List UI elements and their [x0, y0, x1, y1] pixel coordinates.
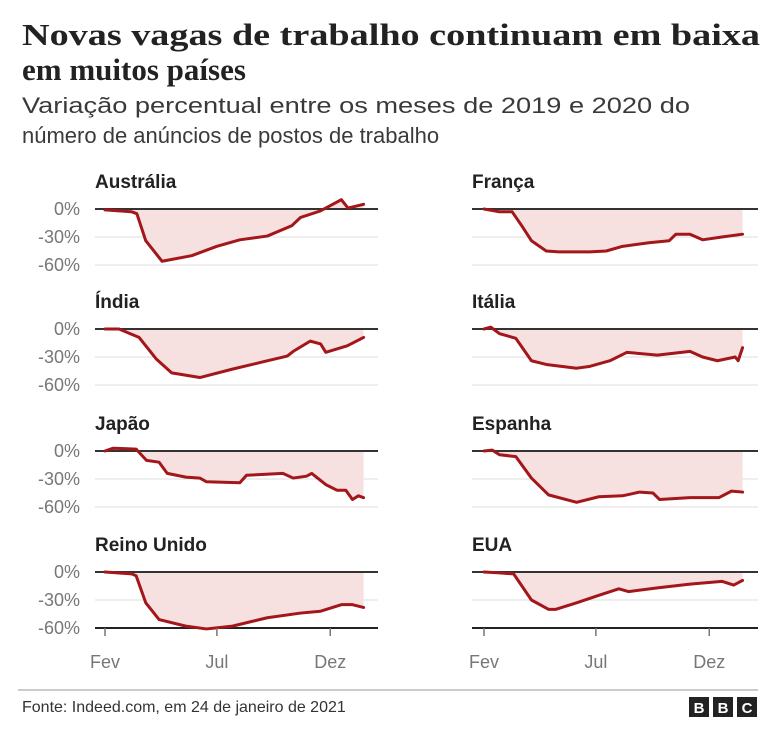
panel-austrália: Austrália 0% -30% -60% [38, 172, 378, 275]
area-fill [105, 572, 364, 629]
series-line [103, 446, 366, 502]
panel-índia: Índia 0% -30% -60% [38, 291, 378, 395]
svg-text:B: B [718, 700, 729, 717]
y-tick-label: 0% [54, 562, 80, 582]
y-tick-label: -30% [38, 227, 80, 247]
svg-text:C: C [742, 700, 753, 717]
x-tick-label: Fev [90, 652, 120, 672]
panel-title: EUA [472, 535, 512, 556]
panel-itália: Itália [472, 292, 758, 386]
series-line [103, 198, 366, 263]
panel-espanha: Espanha [472, 414, 758, 508]
panel-title: Japão [95, 414, 150, 435]
series-line [482, 448, 745, 504]
y-tick-label: 0% [54, 319, 80, 339]
panel-title: Índia [95, 291, 140, 313]
y-tick-label: -30% [38, 469, 80, 489]
area-fill [105, 448, 364, 500]
x-tick-label: Jul [584, 652, 607, 672]
series-line [482, 207, 745, 254]
panel-frança: França [472, 172, 758, 266]
panel-title: Reino Unido [95, 535, 207, 556]
chart-subtitle-line-2: número de anúncios de postos de trabalho [22, 123, 439, 148]
svg-text:B: B [694, 700, 705, 717]
y-tick-label: -60% [38, 618, 80, 638]
x-tick-label: Jul [205, 652, 228, 672]
y-tick-label: 0% [54, 199, 80, 219]
series-line [482, 570, 745, 611]
small-multiples: Austrália 0% -30% -60% França Índia 0% -30% -60%… [38, 172, 758, 672]
area-fill [484, 209, 743, 252]
y-tick-label: -30% [38, 590, 80, 610]
area-fill [484, 327, 743, 369]
y-tick-label: -60% [38, 255, 80, 275]
panel-title: Itália [472, 292, 516, 313]
chart-title-line-2: em muitos países [22, 52, 246, 87]
series-line [482, 325, 745, 370]
chart-title-line-1: Novas vagas de trabalho continuam em bai… [22, 17, 761, 52]
source-note: Fonte: Indeed.com, em 24 de janeiro de 2… [22, 699, 346, 716]
panel-title: França [472, 172, 535, 193]
panel-eua: EUA Fev Jul Dez [469, 535, 758, 672]
area-fill [484, 450, 743, 503]
y-tick-label: -60% [38, 375, 80, 395]
series-line [103, 327, 366, 380]
area-fill [484, 572, 743, 610]
x-tick-label: Dez [314, 652, 346, 672]
area-fill [105, 329, 364, 378]
bbc-logo: B B C [689, 697, 757, 717]
panel-title: Espanha [472, 414, 552, 435]
y-tick-label: -60% [38, 497, 80, 517]
y-tick-label: 0% [54, 441, 80, 461]
x-tick-label: Dez [693, 652, 725, 672]
series-line [103, 570, 366, 631]
panel-reino-unido: Reino Unido 0% -30% -60% Fev Jul Dez [38, 535, 378, 672]
chart-subtitle-line-1: Variação percentual entre os meses de 20… [22, 93, 690, 118]
y-tick-label: -30% [38, 347, 80, 367]
area-fill [105, 199, 364, 262]
panel-japão: Japão 0% -30% -60% [38, 414, 378, 517]
panel-title: Austrália [95, 172, 177, 193]
x-tick-label: Fev [469, 652, 499, 672]
